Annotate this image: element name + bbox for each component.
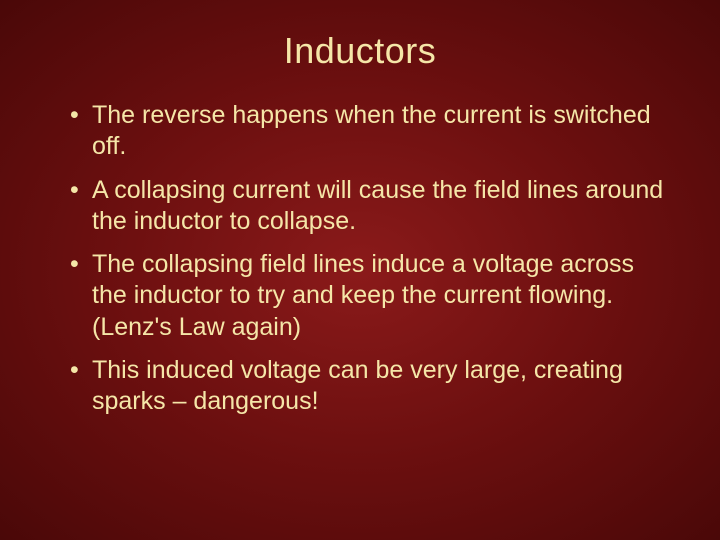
- slide-container: Inductors The reverse happens when the c…: [0, 0, 720, 540]
- bullet-item: This induced voltage can be very large, …: [70, 355, 670, 418]
- bullet-item: The collapsing field lines induce a volt…: [70, 249, 670, 343]
- bullet-list: The reverse happens when the current is …: [50, 100, 670, 417]
- slide-title: Inductors: [50, 30, 670, 72]
- bullet-item: The reverse happens when the current is …: [70, 100, 670, 163]
- bullet-item: A collapsing current will cause the fiel…: [70, 175, 670, 238]
